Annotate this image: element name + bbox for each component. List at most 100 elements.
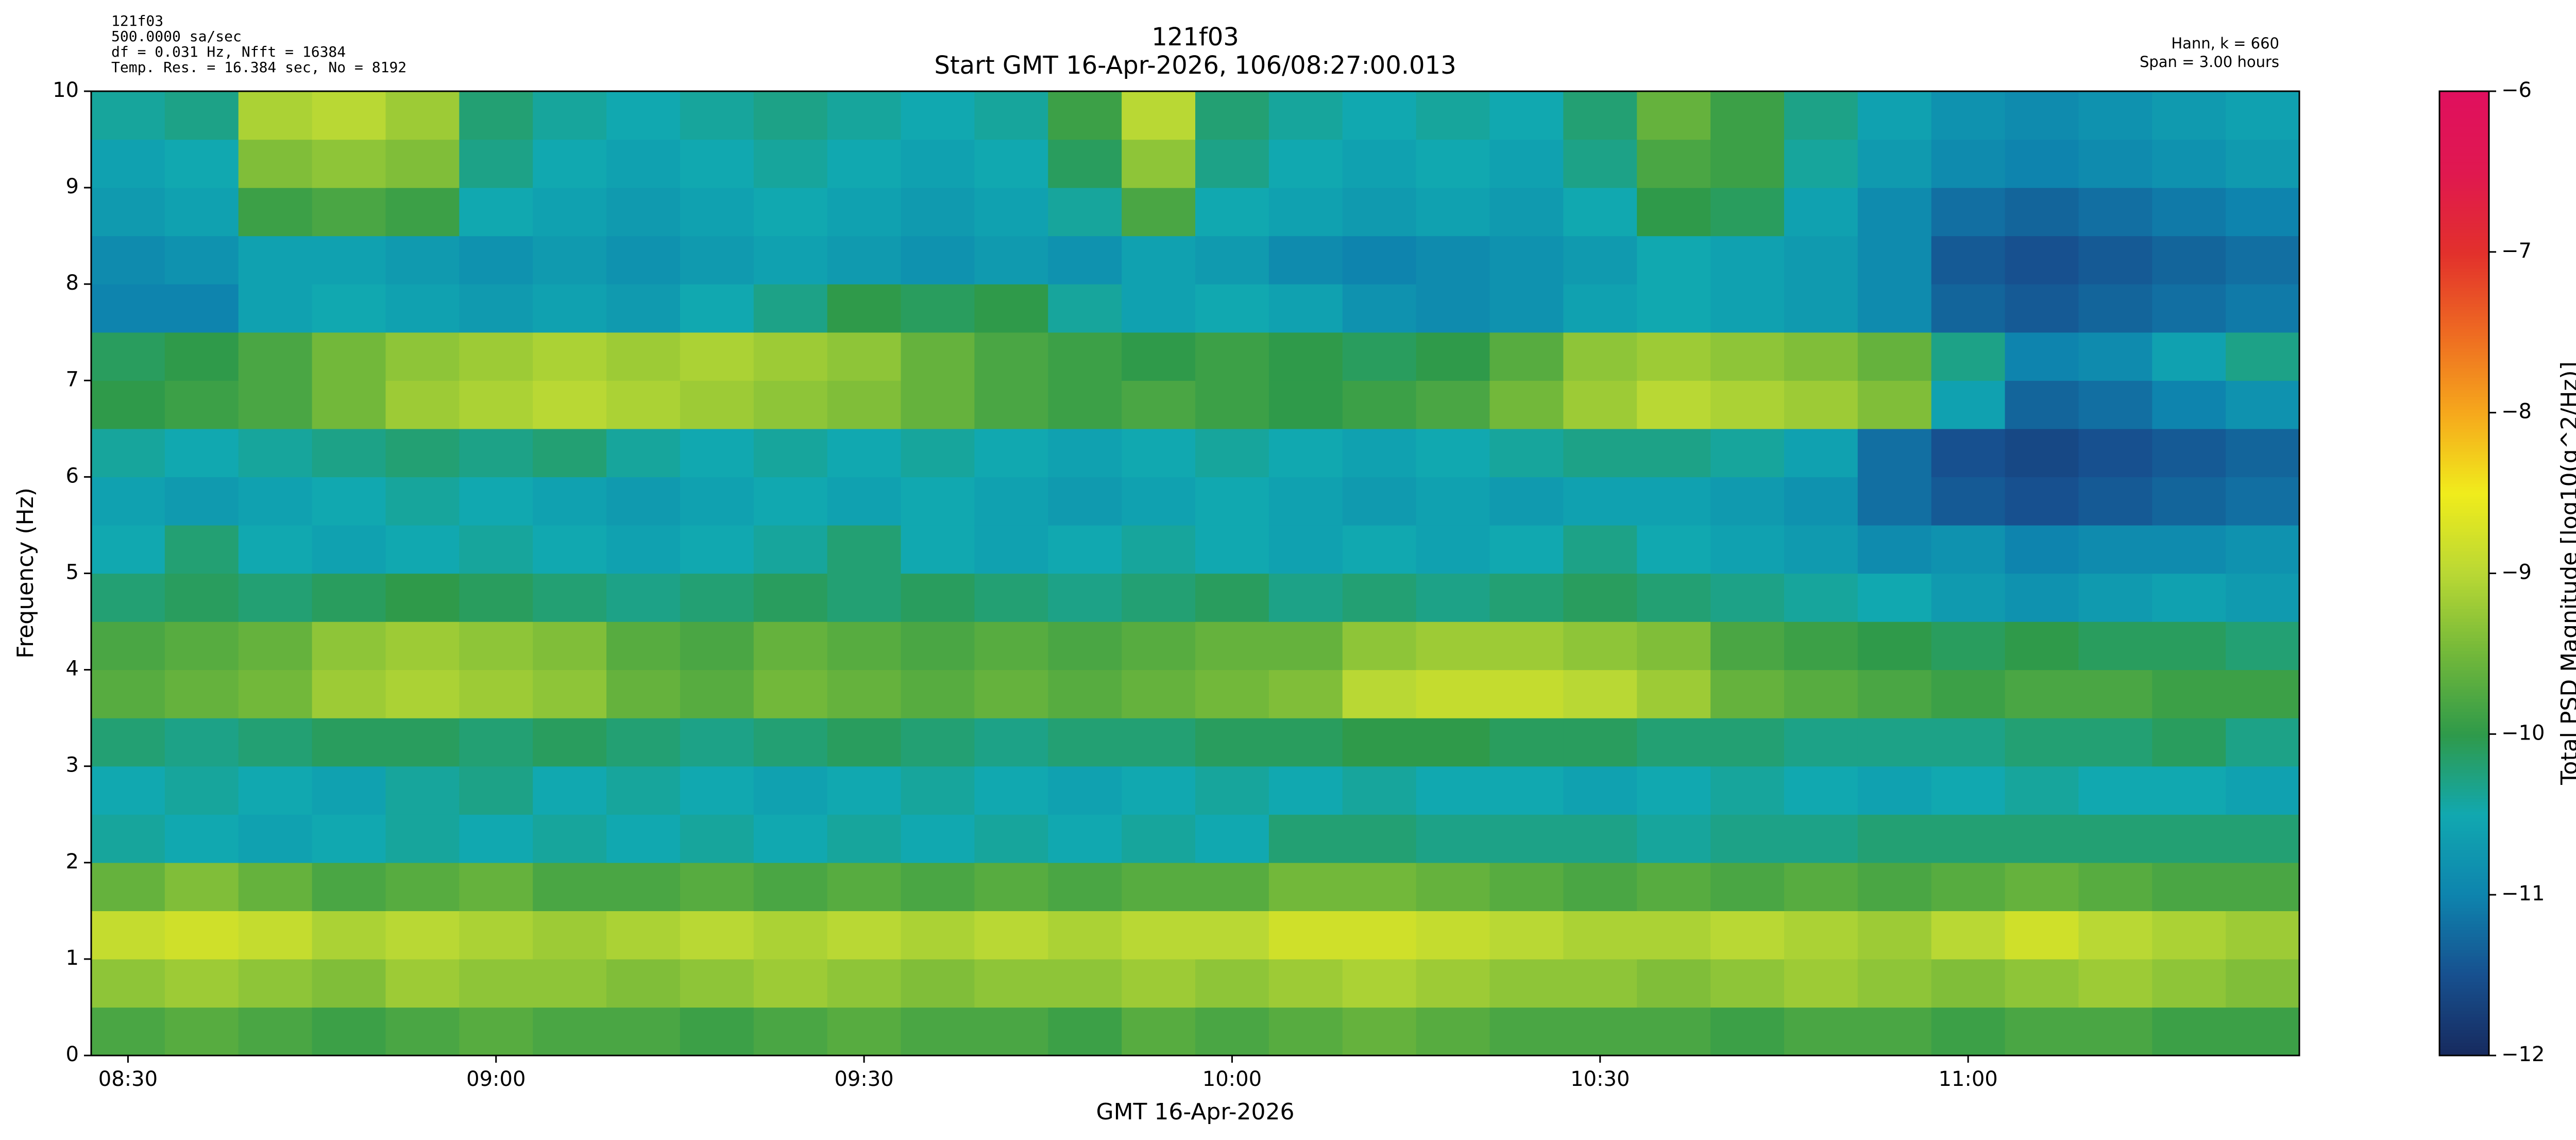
heatmap-cell [1784, 1007, 1858, 1055]
colorbar-swatch [2439, 216, 2489, 221]
colorbar-swatch [2439, 1033, 2489, 1037]
header-info: 121f03 [111, 12, 163, 29]
heatmap-cell [2078, 814, 2153, 863]
colorbar-swatch [2439, 586, 2489, 590]
heatmap-cell [385, 573, 460, 622]
colorbar-swatch [2439, 290, 2489, 294]
heatmap-cell [1195, 959, 1269, 1008]
colorbar-swatch [2439, 576, 2489, 580]
heatmap-cell [2078, 284, 2153, 333]
colorbar-swatch [2439, 785, 2489, 790]
heatmap-cell [1489, 380, 1564, 429]
heatmap-cell [2152, 573, 2226, 622]
heatmap-cell [91, 718, 165, 767]
colorbar-swatch [2439, 750, 2489, 754]
colorbar-swatch [2439, 978, 2489, 982]
heatmap-cell [753, 911, 828, 960]
colorbar-swatch [2439, 390, 2489, 394]
heatmap-cell [1489, 911, 1564, 960]
heatmap-cell [164, 477, 239, 526]
heatmap-cell [385, 622, 460, 670]
colorbar-swatch [2439, 573, 2489, 577]
y-tick-label: 5 [66, 561, 79, 584]
colorbar-swatch [2439, 843, 2489, 847]
colorbar-swatch [2439, 599, 2489, 603]
heatmap-cell [974, 766, 1048, 815]
y-tick-label: 10 [53, 78, 79, 102]
heatmap-cell [1122, 332, 1196, 381]
heatmap-cell [1784, 766, 1858, 815]
heatmap-cell [827, 766, 902, 815]
colorbar-swatch [2439, 612, 2489, 616]
colorbar-swatch [2439, 223, 2489, 227]
colorbar-swatch [2439, 673, 2489, 677]
colorbar-swatch [2439, 232, 2489, 237]
heatmap-cell [901, 139, 975, 188]
colorbar-swatch [2439, 862, 2489, 866]
heatmap-cell [1195, 622, 1269, 670]
heatmap-cell [901, 525, 975, 574]
colorbar-swatch [2439, 371, 2489, 375]
colorbar-swatch [2439, 811, 2489, 815]
heatmap-cell [1637, 573, 1711, 622]
colorbar-swatch [2439, 827, 2489, 831]
heatmap-cell [901, 91, 975, 140]
colorbar-swatch [2439, 403, 2489, 407]
heatmap-cell [2078, 669, 2153, 718]
colorbar-swatch [2439, 792, 2489, 796]
heatmap-cell [1195, 573, 1269, 622]
colorbar-swatch [2439, 399, 2489, 404]
heatmap-cell [1784, 959, 1858, 1008]
heatmap-cell [2226, 380, 2299, 429]
heatmap-cell [1563, 669, 1637, 718]
colorbar-swatch [2439, 438, 2489, 442]
colorbar-swatch [2439, 348, 2489, 352]
heatmap-cell [1931, 814, 2006, 863]
heatmap-cell [385, 669, 460, 718]
colorbar-swatch [2439, 891, 2489, 895]
heatmap-cell [91, 139, 165, 188]
heatmap-cell [1122, 284, 1196, 333]
heatmap-cell [680, 188, 754, 237]
heatmap-cell [312, 862, 386, 911]
colorbar-tick-label: −9 [2501, 561, 2532, 584]
colorbar-swatch [2439, 936, 2489, 941]
heatmap-cell [459, 477, 533, 526]
colorbar-swatch [2439, 933, 2489, 937]
heatmap-cell [1416, 669, 1490, 718]
heatmap-cell [238, 814, 313, 863]
heatmap-cell [2152, 862, 2226, 911]
heatmap-cell [606, 622, 681, 670]
heatmap-cell [680, 766, 754, 815]
colorbar-swatch [2439, 1004, 2489, 1008]
heatmap-cell [238, 669, 313, 718]
colorbar-swatch [2439, 181, 2489, 185]
heatmap-cell [1563, 622, 1637, 670]
colorbar-swatch [2439, 814, 2489, 818]
heatmap-cell [974, 428, 1048, 477]
colorbar-swatch [2439, 457, 2489, 462]
heatmap-cell [238, 188, 313, 237]
heatmap-cell [2152, 236, 2226, 284]
heatmap-cell [312, 911, 386, 960]
heatmap-cell [1710, 188, 1785, 237]
heatmap-cell [753, 622, 828, 670]
heatmap-cell [1563, 718, 1637, 767]
heatmap-cell [385, 1007, 460, 1055]
heatmap-cell [312, 428, 386, 477]
heatmap-cell [1637, 525, 1711, 574]
heatmap-cell [164, 814, 239, 863]
colorbar-swatch [2439, 878, 2489, 883]
colorbar-swatch [2439, 991, 2489, 995]
colorbar-swatch [2439, 859, 2489, 863]
colorbar-swatch [2439, 297, 2489, 301]
heatmap-cell [901, 477, 975, 526]
heatmap-cell [1195, 669, 1269, 718]
colorbar-tick-label: −10 [2501, 721, 2545, 745]
heatmap-cell [533, 718, 607, 767]
heatmap-cell [164, 284, 239, 333]
colorbar-swatch [2439, 727, 2489, 731]
heatmap-cell [1637, 959, 1711, 1008]
y-tick-label: 2 [66, 850, 79, 874]
